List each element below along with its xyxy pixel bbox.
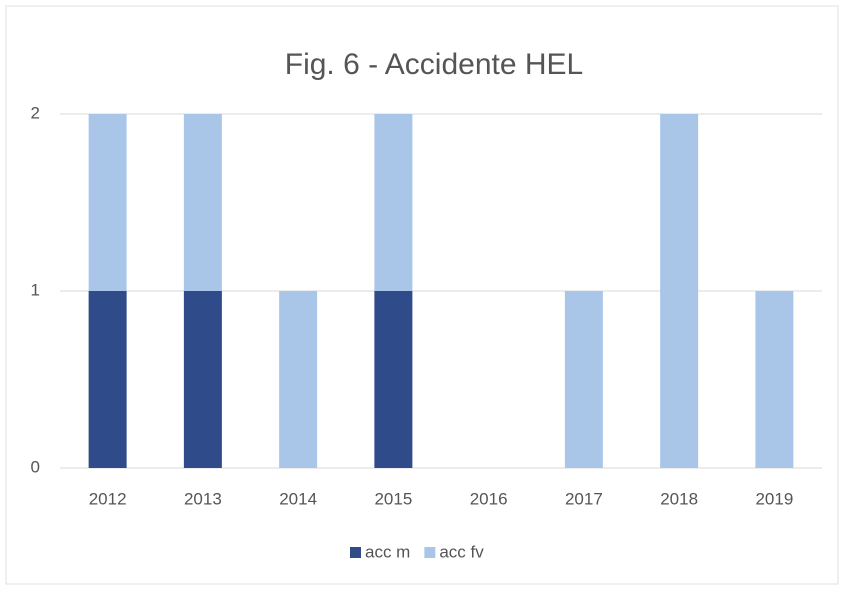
legend-swatch <box>424 547 436 558</box>
x-tick-label: 2014 <box>279 489 317 508</box>
y-tick-label: 0 <box>31 457 40 476</box>
bar-segment <box>183 291 222 468</box>
bar-segment <box>564 291 603 468</box>
legend-swatch <box>350 547 361 558</box>
bar-segment <box>88 291 127 468</box>
bar-segment <box>279 291 318 468</box>
x-tick-label: 2015 <box>374 489 412 508</box>
x-tick-label: 2019 <box>755 489 793 508</box>
legend-label: acc m <box>365 542 410 561</box>
x-tick-label: 2018 <box>660 489 698 508</box>
y-tick-label: 1 <box>31 280 40 299</box>
bar-segment <box>755 291 794 468</box>
x-tick-label: 2016 <box>470 489 508 508</box>
bar-segment <box>88 114 127 291</box>
chart-title: Fig. 6 - Accidente HEL <box>285 48 583 81</box>
bar-segment <box>183 114 222 291</box>
bar-segment <box>660 114 699 468</box>
bar-segment <box>374 114 413 291</box>
x-tick-label: 2017 <box>565 489 603 508</box>
x-tick-label: 2012 <box>89 489 127 508</box>
chart-frame <box>5 5 839 585</box>
bar-segment <box>374 291 413 468</box>
x-tick-label: 2013 <box>184 489 222 508</box>
legend-label: acc fv <box>439 542 484 561</box>
y-tick-label: 2 <box>31 103 40 122</box>
